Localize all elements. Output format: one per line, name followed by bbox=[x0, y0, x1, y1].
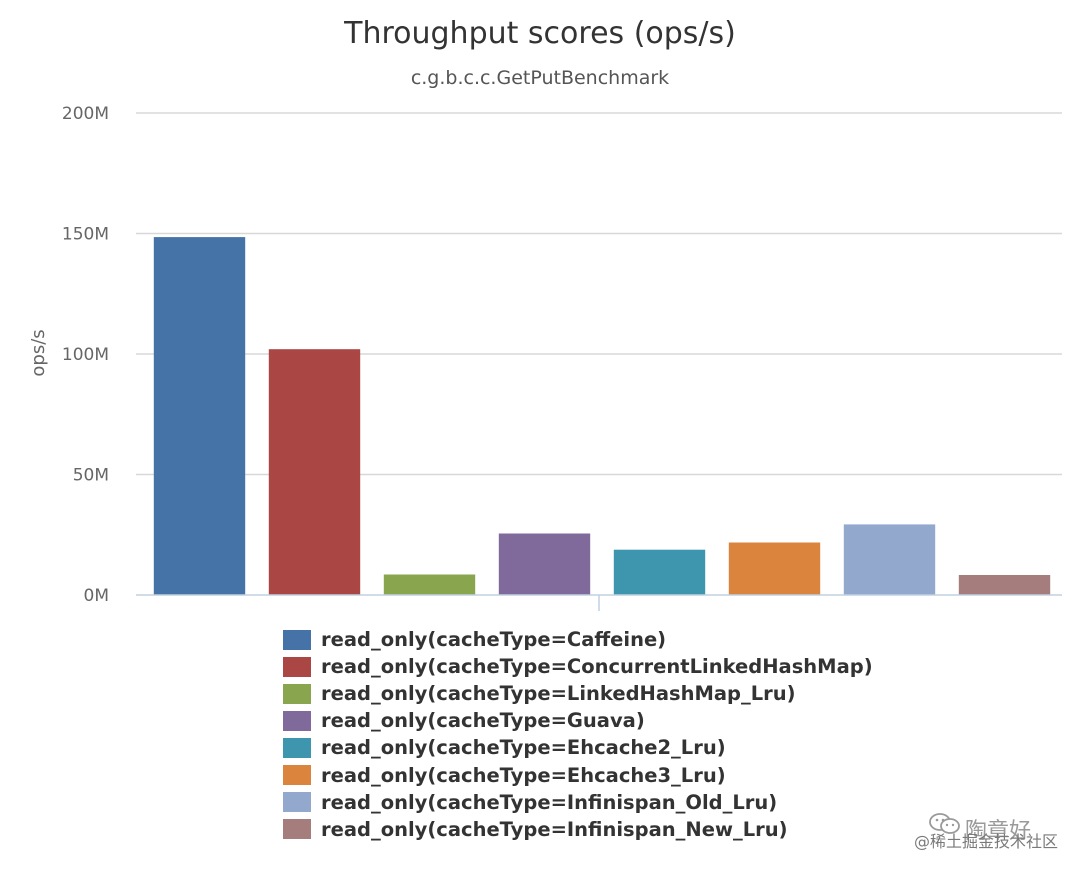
legend-swatch bbox=[283, 710, 311, 731]
bar[interactable] bbox=[958, 575, 1051, 595]
bar[interactable] bbox=[383, 574, 476, 596]
legend-label: read_only(cacheType=Guava) bbox=[321, 709, 645, 733]
watermark-account: 陶章好 bbox=[965, 819, 1032, 844]
legend-item[interactable]: read_only(cacheType=Ehcache3_Lru) bbox=[283, 761, 873, 788]
wechat-icon bbox=[929, 813, 960, 834]
legend: read_only(cacheType=Caffeine) read_only(c… bbox=[283, 626, 873, 843]
legend-item[interactable]: read_only(cacheType=Infinispan_Old_Lru) bbox=[283, 789, 873, 816]
legend-item[interactable]: read_only(cacheType=ConcurrentLinkedHash… bbox=[283, 653, 873, 680]
legend-label: read_only(cacheType=ConcurrentLinkedHash… bbox=[321, 655, 873, 679]
legend-item[interactable]: read_only(cacheType=Ehcache2_Lru) bbox=[283, 734, 873, 761]
chart-subtitle: c.g.b.c.c.GetPutBenchmark bbox=[411, 67, 669, 89]
y-tick-label: 200M bbox=[62, 104, 109, 124]
legend-label: read_only(cacheType=Infinispan_New_Lru) bbox=[321, 817, 788, 841]
y-tick-label: 100M bbox=[62, 345, 109, 365]
bar[interactable] bbox=[613, 549, 706, 595]
legend-label: read_only(cacheType=Ehcache3_Lru) bbox=[321, 763, 726, 787]
bar[interactable] bbox=[153, 237, 246, 595]
y-tick-label: 150M bbox=[62, 225, 109, 245]
bar[interactable] bbox=[728, 542, 821, 596]
legend-swatch bbox=[283, 656, 311, 677]
bar[interactable] bbox=[843, 524, 936, 595]
legend-label: read_only(cacheType=LinkedHashMap_Lru) bbox=[321, 682, 796, 706]
y-axis-label: ops/s bbox=[28, 329, 49, 376]
y-tick-label: 0M bbox=[84, 586, 109, 606]
legend-label: read_only(cacheType=Ehcache2_Lru) bbox=[321, 736, 726, 760]
bar[interactable] bbox=[498, 533, 591, 596]
legend-item[interactable]: read_only(cacheType=Caffeine) bbox=[283, 626, 873, 653]
bars bbox=[153, 237, 1051, 596]
legend-swatch bbox=[283, 737, 311, 758]
legend-swatch bbox=[283, 629, 311, 650]
legend-item[interactable]: read_only(cacheType=Guava) bbox=[283, 707, 873, 734]
chart-title: Throughput scores (ops/s) bbox=[343, 16, 736, 51]
legend-item[interactable]: read_only(cacheType=LinkedHashMap_Lru) bbox=[283, 680, 873, 707]
y-tick-label: 50M bbox=[73, 466, 109, 486]
legend-label: read_only(cacheType=Caffeine) bbox=[321, 628, 667, 652]
legend-item[interactable]: read_only(cacheType=Infinispan_New_Lru) bbox=[283, 816, 873, 843]
y-tick-labels: 0M 50M 100M 150M 200M bbox=[62, 104, 109, 606]
watermark-source: @稀土掘金技术社区 bbox=[913, 832, 1058, 851]
bar[interactable] bbox=[268, 349, 361, 595]
legend-swatch bbox=[283, 792, 311, 813]
legend-label: read_only(cacheType=Infinispan_Old_Lru) bbox=[321, 790, 778, 814]
legend-swatch bbox=[283, 765, 311, 786]
legend-swatch bbox=[283, 819, 311, 840]
legend-swatch bbox=[283, 683, 311, 704]
